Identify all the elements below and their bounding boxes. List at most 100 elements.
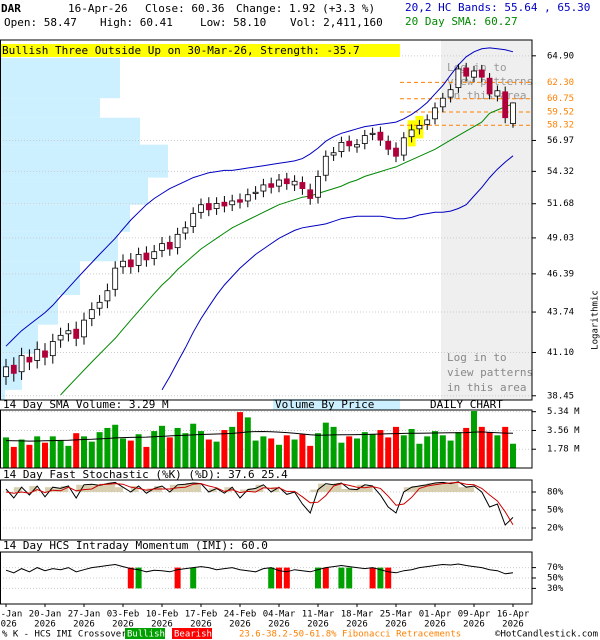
volume-bar: [354, 438, 360, 468]
symbol: DAR: [1, 2, 21, 15]
annotation: Volume By Price: [275, 398, 374, 411]
footer-legend: % K - HCS IMI Crossover:: [2, 630, 132, 640]
overbought-fill: [29, 486, 38, 492]
x-tick-label: 11-Mar: [302, 610, 335, 620]
bullish-bg: [125, 628, 165, 639]
volume-bar: [3, 437, 9, 468]
overlay-line: [5, 47, 514, 347]
x-tick-year: 2026: [385, 620, 407, 630]
volume-bar: [26, 444, 33, 468]
volume-bar: [260, 436, 267, 468]
volume-bar: [143, 446, 150, 468]
fib-label: 62.30: [547, 78, 574, 88]
x-tick-label: 27-Jan: [68, 610, 101, 620]
candle-body: [26, 356, 33, 363]
volume-bar: [49, 436, 56, 468]
volume-bar: [190, 423, 197, 468]
candle-body: [346, 140, 353, 147]
overbought-fill: [185, 483, 194, 492]
overbought-fill: [107, 482, 116, 492]
volume-bar: [502, 426, 509, 468]
overbought-fill: [45, 487, 53, 492]
candle-body: [65, 330, 72, 335]
change: Change: 1.92 (+3.3 %): [236, 2, 375, 15]
candle-body: [221, 201, 228, 207]
y-tick-label: 38.45: [547, 391, 574, 401]
x-tick-label: 01-Apr: [419, 610, 452, 620]
overbought-fill: [450, 481, 459, 492]
panel-frame: [0, 479, 533, 541]
candle-body: [299, 182, 306, 189]
volume-bar: [73, 433, 80, 468]
volume-by-price-bar: [0, 204, 130, 232]
candle-body: [182, 227, 189, 234]
y-tick-label: 54.32: [547, 167, 574, 177]
bearish-signal: [283, 567, 290, 589]
volume-bar: [159, 425, 165, 468]
volume: Vol: 2,411,160: [290, 16, 383, 29]
bearish-signal: [385, 567, 392, 589]
y-tick-label: 41.10: [547, 348, 574, 358]
overbought-fill: [99, 483, 108, 492]
x-tick-year: 2026: [73, 620, 95, 630]
fib-label: 59.52: [547, 108, 574, 118]
candle-body: [471, 70, 477, 78]
bands: 20,2 HC Bands: 55.64 , 65.30: [405, 1, 590, 14]
bearish-signal: [322, 567, 329, 589]
overbought-fill: [13, 487, 22, 492]
volume-bar: [18, 439, 25, 468]
overbought-fill: [442, 483, 451, 492]
volume-bar: [478, 426, 485, 468]
y-tick-label: 3.56 M: [547, 426, 580, 436]
x-tick-year: 2026: [229, 620, 251, 630]
volume-by-price-bar: [0, 324, 38, 355]
locked-area: [441, 40, 532, 400]
candle-body: [439, 97, 446, 108]
volume-bar: [377, 430, 384, 468]
pattern-banner: Bullish Three Outside Up on 30-Mar-26, S…: [2, 44, 360, 57]
bullish-signal: [338, 567, 345, 589]
copyright: ©HotCandlestick.com: [495, 630, 598, 640]
candle-body: [447, 89, 454, 98]
volume-by-price-bar: [0, 98, 100, 118]
candle-body: [229, 200, 236, 206]
overbought-fill: [419, 484, 428, 492]
bullish-signal: [190, 567, 197, 589]
y-tick-label: 20%: [547, 524, 564, 534]
candle-body: [127, 259, 134, 268]
open: Open: 58.47: [4, 16, 77, 29]
bearish-signal: [127, 567, 134, 589]
candle-body: [510, 102, 516, 124]
volume-bar: [369, 434, 376, 468]
y-tick-label: 50%: [547, 574, 564, 584]
candle-body: [18, 355, 25, 373]
candle-body: [385, 140, 392, 150]
volume-bar: [424, 436, 431, 468]
x-tick-year: 2026: [424, 620, 446, 630]
candle-body: [213, 203, 220, 209]
volume-by-price-bar: [0, 261, 80, 296]
volume-bar: [244, 417, 251, 468]
candle-body: [135, 254, 142, 266]
volume-bar: [127, 440, 134, 468]
candle-body: [377, 131, 384, 141]
volume-bar: [455, 432, 462, 468]
volume-by-price-bar: [0, 177, 148, 205]
x-tick-label: 24-Feb: [224, 610, 257, 620]
volume-bar: [283, 435, 290, 468]
candle-body: [81, 319, 87, 338]
overbought-fill: [115, 487, 123, 492]
volume-by-price-bar: [0, 295, 58, 325]
volume-bar: [510, 443, 516, 468]
overbought-fill: [255, 484, 264, 492]
volume-bar: [338, 442, 345, 468]
volume-bar: [104, 427, 111, 468]
volume-bar: [34, 436, 41, 468]
volume-bar: [315, 433, 321, 468]
sma: 20 Day SMA: 60.27: [405, 15, 518, 28]
candle-body: [502, 91, 509, 119]
pattern-banner-bg: [0, 44, 400, 57]
volume-bar: [393, 426, 399, 468]
candle-body: [361, 135, 368, 144]
